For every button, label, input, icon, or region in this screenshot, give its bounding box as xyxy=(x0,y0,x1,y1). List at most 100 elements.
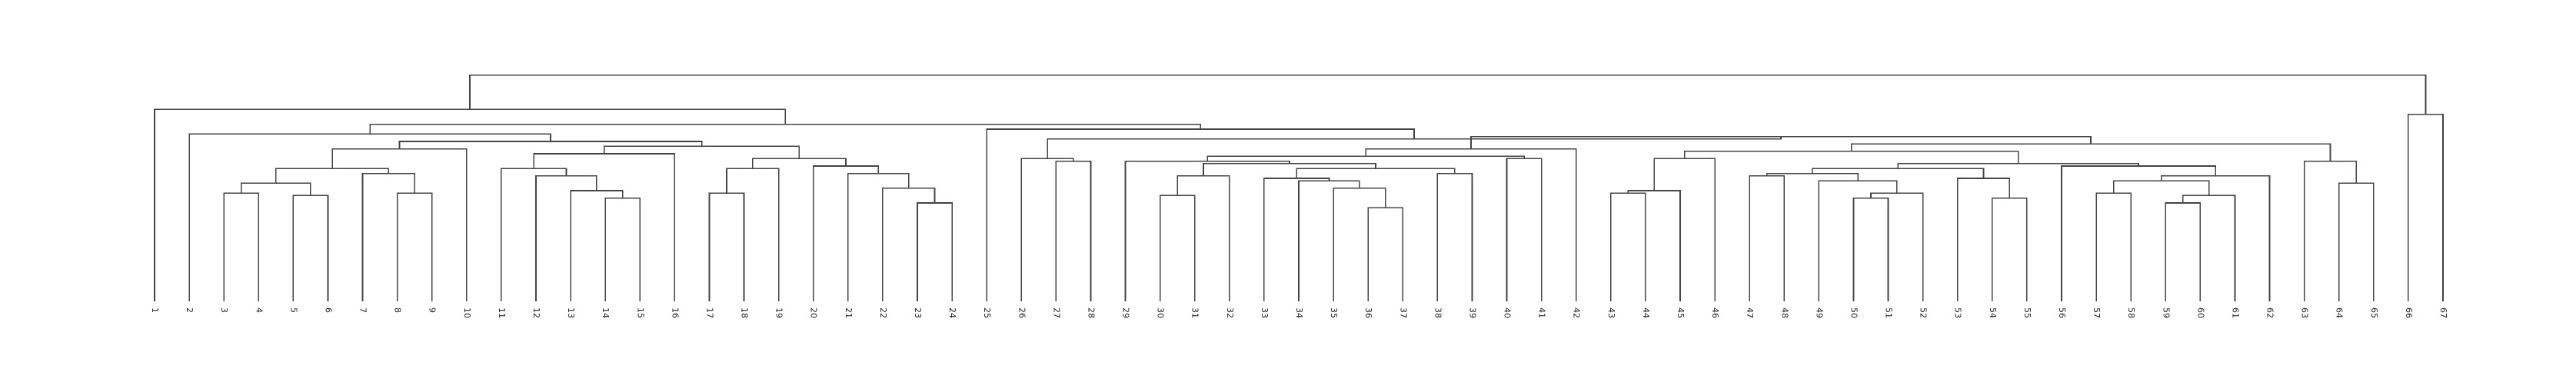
dendrogram-link xyxy=(986,128,1415,301)
dendrogram-link xyxy=(1296,168,1456,178)
dendrogram-link xyxy=(223,192,260,301)
leaf-label: 47 xyxy=(1745,308,1755,318)
dendrogram-link xyxy=(1850,143,2331,161)
leaf-label: 13 xyxy=(566,308,576,318)
leaf-label: 41 xyxy=(1537,308,1547,318)
dendrogram-link xyxy=(604,197,641,301)
leaf-label: 8 xyxy=(393,308,403,313)
leaf-label: 21 xyxy=(844,308,854,318)
dendrogram-link xyxy=(2182,194,2236,301)
dendrogram-link xyxy=(1177,175,1230,301)
dendrogram-link xyxy=(535,175,597,301)
leaf-label: 1 xyxy=(150,308,160,313)
leaf-label: 30 xyxy=(1156,308,1166,318)
dendrogram-link xyxy=(469,74,2427,115)
dendrogram-link xyxy=(1365,148,1577,301)
leaf-label: 56 xyxy=(2057,308,2067,318)
dendrogram-link xyxy=(1055,160,1092,301)
leaf-label: 62 xyxy=(2265,308,2275,318)
dendrogram-link xyxy=(501,168,567,301)
dendrogram-link xyxy=(603,145,800,159)
leaf-label: 27 xyxy=(1051,308,1061,318)
dendrogram-link xyxy=(1870,192,1924,301)
dendrogram-link xyxy=(331,148,468,301)
leaf-label: 49 xyxy=(1814,308,1824,318)
dendrogram-link xyxy=(275,168,390,184)
dendrogram-link xyxy=(1506,158,1543,301)
dendrogram-link xyxy=(1159,194,1196,301)
dendrogram-link xyxy=(752,158,847,169)
leaf-label: 34 xyxy=(1294,308,1304,318)
leaf-label: 6 xyxy=(323,308,333,313)
leaf-label: 18 xyxy=(740,308,750,318)
leaf-label: 43 xyxy=(1606,308,1616,318)
leaf-label: 51 xyxy=(1884,308,1894,318)
dendrogram-link xyxy=(1263,178,1330,301)
dendrogram-link xyxy=(882,188,936,301)
leaf-label: 28 xyxy=(1086,308,1096,318)
leaf-label: 58 xyxy=(2126,308,2136,318)
leaf-label: 15 xyxy=(635,308,645,318)
leaf-label: 44 xyxy=(1641,308,1651,318)
leaf-label: 64 xyxy=(2335,308,2345,318)
leaf-label: 54 xyxy=(1988,308,1998,318)
dendrogram-link xyxy=(1749,175,1786,301)
leaf-label: 7 xyxy=(358,308,368,313)
dendrogram-link xyxy=(1047,136,1782,159)
dendrogram-link xyxy=(398,141,703,149)
leaf-label: 19 xyxy=(774,308,784,318)
leaf-label: 55 xyxy=(2022,308,2032,318)
leaf-label: 2 xyxy=(185,308,195,313)
dendrogram-link xyxy=(1627,190,1681,301)
leaf-label: 24 xyxy=(947,308,957,318)
dendrogram-link xyxy=(2338,182,2375,301)
leaf-label: 65 xyxy=(2369,308,2379,318)
dendrogram-link xyxy=(154,108,786,301)
leaf-label: 52 xyxy=(1919,308,1929,318)
leaf-label: 9 xyxy=(428,308,438,313)
leaf-label: 17 xyxy=(704,308,714,318)
dendrogram-link xyxy=(1333,188,1386,301)
leaf-label: 4 xyxy=(254,308,264,313)
leaf-label: 33 xyxy=(1260,308,1270,318)
dendrogram-link xyxy=(292,194,329,301)
dendrogram-link xyxy=(917,202,953,301)
dendrogram-link xyxy=(570,190,624,301)
dendrogram-link xyxy=(1683,151,2019,164)
leaf-label: 66 xyxy=(2404,308,2414,318)
dendrogram-link xyxy=(2160,175,2271,301)
dendrogram-link xyxy=(1818,180,1898,301)
leaf-label: 35 xyxy=(1329,308,1339,318)
leaf-label: 39 xyxy=(1467,308,1477,318)
leaf-label: 3 xyxy=(219,308,229,313)
dendrogram-link xyxy=(1206,155,1525,161)
leaf-label: 48 xyxy=(1779,308,1789,318)
dendrogram-link xyxy=(1020,158,1074,301)
leaf-label: 63 xyxy=(2300,308,2310,318)
leaf-label: 16 xyxy=(670,308,680,318)
dendrogram-link xyxy=(1203,163,1376,176)
dendrogram-link xyxy=(1956,178,2011,301)
leaf-label: 11 xyxy=(497,308,507,318)
dendrogram-link xyxy=(1766,172,1859,181)
dendrogram-link xyxy=(1610,192,1646,301)
leaf-label: 5 xyxy=(288,308,298,313)
dendrogram-link xyxy=(2095,192,2132,301)
leaf-label: 59 xyxy=(2161,308,2171,318)
leaf-label: 10 xyxy=(462,308,472,318)
leaf-label: 46 xyxy=(1710,308,1720,318)
leaf-label: 22 xyxy=(878,308,888,318)
dendrogram-link xyxy=(2061,165,2216,301)
leaf-label: 61 xyxy=(2230,308,2240,318)
leaf-label: 14 xyxy=(601,308,611,318)
leaf-label: 12 xyxy=(531,308,541,318)
leaf-label: 26 xyxy=(1017,308,1027,318)
dendrogram-link xyxy=(708,192,745,301)
leaf-label: 45 xyxy=(1676,308,1686,318)
dendrogram-link xyxy=(726,168,780,301)
dendrogram-link xyxy=(1992,197,2028,301)
dendrogram-link xyxy=(396,192,433,301)
dendrogram-link xyxy=(1852,197,1889,301)
